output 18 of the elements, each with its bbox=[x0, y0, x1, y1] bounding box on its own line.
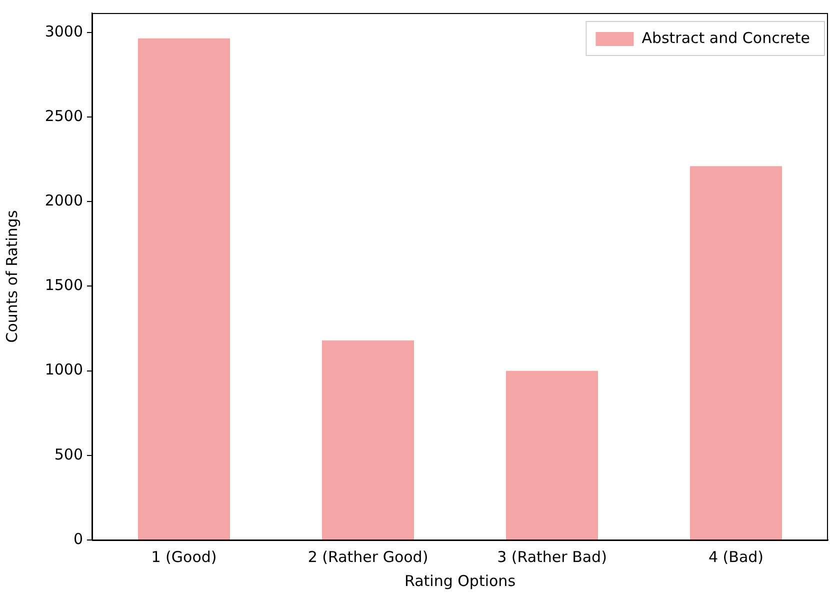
x-tick-label: 4 (Bad) bbox=[708, 548, 764, 566]
bar bbox=[690, 166, 782, 540]
y-tick-label: 500 bbox=[54, 445, 83, 464]
bar bbox=[506, 370, 598, 540]
y-tick-label: 1500 bbox=[44, 276, 83, 294]
y-tick-label: 1000 bbox=[44, 360, 83, 379]
y-tick-label: 2000 bbox=[44, 192, 83, 210]
x-tick-label: 1 (Good) bbox=[151, 548, 217, 566]
y-axis-title: Counts of Ratings bbox=[2, 210, 21, 343]
bar bbox=[322, 340, 414, 540]
x-tick-label: 2 (Rather Good) bbox=[308, 548, 428, 566]
y-tick-label: 0 bbox=[73, 530, 83, 548]
x-tick-label: 3 (Rather Bad) bbox=[497, 548, 607, 566]
y-tick-label: 3000 bbox=[44, 22, 83, 40]
bar bbox=[138, 38, 230, 540]
y-tick-label: 2500 bbox=[44, 106, 83, 125]
legend-label: Abstract and Concrete bbox=[642, 28, 810, 47]
x-axis-title: Rating Options bbox=[404, 572, 516, 590]
